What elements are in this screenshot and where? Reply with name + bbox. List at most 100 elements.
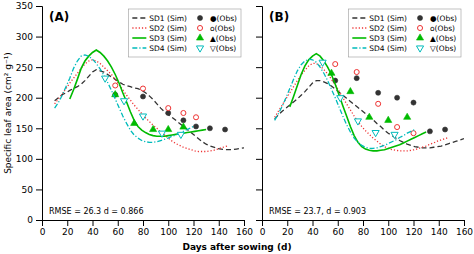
scatter-point — [177, 132, 184, 138]
x-tick-label: 60 — [113, 227, 125, 237]
y-tick-mark — [36, 67, 42, 68]
legend-item: SD3 (Sim) — [352, 34, 407, 43]
y-tick-mark — [256, 128, 262, 129]
scatter-point — [150, 125, 157, 131]
legend-swatch — [352, 47, 366, 48]
annotation: RMSE = 23.7, d = 0.903 — [269, 207, 366, 216]
scatter-point — [181, 110, 186, 115]
marks — [55, 50, 244, 151]
legend-label: ●(Obs) — [210, 14, 237, 23]
legend-swatch — [352, 37, 366, 39]
panel: 0204060801001201401600501001502002503003… — [3, 1, 253, 237]
legend-label: SD1 (Sim) — [149, 14, 187, 23]
x-axis: 020406080100120140160 — [40, 220, 254, 237]
legend-item: ▽(Obs) — [196, 44, 236, 53]
legend-label: o(Obs) — [210, 24, 235, 33]
y-tick-mark — [36, 128, 42, 129]
scatter-point — [395, 95, 400, 100]
scatter-point — [443, 127, 448, 132]
y-tick — [256, 128, 262, 129]
legend-label: SD3 (Sim) — [369, 34, 407, 43]
series-line — [55, 55, 195, 142]
chart: 0204060801001201401600501001502002503003… — [0, 0, 474, 254]
scatter-point — [194, 115, 199, 120]
x-tick-mark — [363, 220, 364, 226]
y-tick-label: 100 — [16, 154, 33, 164]
x-tick-label: 120 — [405, 227, 422, 237]
legend-swatch — [418, 25, 423, 30]
y-tick-mark — [36, 6, 42, 7]
legend-label: ●(Obs) — [430, 14, 457, 23]
y-tick-label: 350 — [16, 1, 33, 11]
x-tick: 100 — [160, 220, 177, 237]
x-tick-mark — [338, 220, 339, 226]
scatter-point — [347, 87, 354, 93]
x-tick-label: 140 — [211, 227, 228, 237]
x-tick-mark — [143, 220, 144, 226]
legend-swatch — [132, 37, 146, 39]
x-tick-label: 20 — [282, 227, 294, 237]
scatter-point — [223, 127, 228, 132]
series-line — [70, 50, 206, 136]
x-tick: 100 — [380, 220, 397, 237]
legend-swatch — [416, 46, 423, 52]
x-tick: 120 — [185, 220, 202, 237]
x-tick-mark — [219, 220, 220, 226]
x-tick: 20 — [62, 220, 74, 237]
scatter-point — [372, 131, 379, 137]
legend-swatch — [198, 15, 203, 20]
x-tick: 160 — [236, 220, 253, 237]
legend-item: ▲(Obs) — [416, 34, 456, 43]
scatter-point — [140, 94, 145, 99]
x-axis: 020406080100120140160 — [260, 220, 474, 237]
x-tick: 0 — [40, 220, 46, 237]
x-tick: 0 — [260, 220, 266, 237]
y-tick-label: 200 — [16, 93, 33, 103]
scatter-point — [166, 106, 171, 111]
series-line — [290, 54, 426, 151]
y-tick — [256, 67, 262, 68]
x-tick: 160 — [456, 220, 473, 237]
y-tick-mark — [256, 189, 262, 190]
legend-item: SD2 (Sim) — [132, 24, 187, 33]
x-tick-mark — [414, 220, 415, 226]
y-tick-label: 50 — [22, 185, 34, 195]
x-tick-mark — [464, 220, 465, 226]
y-tick-mark — [36, 98, 42, 99]
legend-swatch — [196, 46, 203, 52]
y-tick-mark — [256, 159, 262, 160]
y-axis-line — [36, 7, 43, 221]
y-tick-mark — [256, 98, 262, 99]
legend-item: SD4 (Sim) — [352, 44, 407, 53]
x-tick: 40 — [307, 220, 319, 237]
x-tick: 80 — [138, 220, 150, 237]
x-tick: 60 — [333, 220, 345, 237]
scatter-point — [131, 119, 138, 125]
y-tick-label: 0 — [27, 215, 33, 225]
legend-swatch — [352, 27, 366, 28]
y-tick-mark — [256, 220, 262, 221]
x-tick-mark — [168, 220, 169, 226]
x-tick-mark — [244, 220, 245, 226]
y-tick — [256, 220, 262, 221]
scatter-point — [207, 126, 212, 131]
x-tick-label: 120 — [185, 227, 202, 237]
panel-label: (A) — [49, 10, 69, 24]
x-tick-label: 100 — [380, 227, 397, 237]
legend-label: SD4 (Sim) — [369, 44, 407, 53]
y-tick-mark — [256, 6, 262, 7]
y-tick-mark — [36, 159, 42, 160]
legend-label: ▽(Obs) — [430, 44, 456, 53]
y-axis — [256, 7, 263, 221]
y-tick-mark — [36, 37, 42, 38]
x-tick: 60 — [113, 220, 125, 237]
legend-item: ▲(Obs) — [196, 34, 236, 43]
scatter-point — [404, 113, 411, 119]
legend: SD1 (Sim)●(Obs)SD2 (Sim)o(Obs)SD3 (Sim)▲… — [348, 9, 461, 57]
panel-label: (B) — [269, 10, 289, 24]
series-line — [275, 59, 415, 148]
x-tick-label: 20 — [62, 227, 74, 237]
plot-area — [55, 50, 244, 151]
y-tick — [256, 37, 262, 38]
legend-swatch — [416, 34, 423, 40]
